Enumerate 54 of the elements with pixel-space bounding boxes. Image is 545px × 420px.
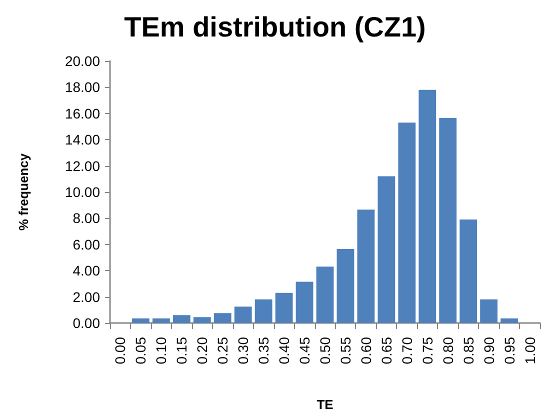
x-tick-label: 0.70 xyxy=(398,336,415,364)
bar xyxy=(398,122,416,323)
x-tick-label: 0.60 xyxy=(358,336,374,364)
y-tick-label: 10.00 xyxy=(64,184,100,200)
bar xyxy=(296,282,314,323)
x-axis-title: TE xyxy=(316,397,334,412)
y-tick-label: 12.00 xyxy=(64,158,100,174)
x-tick-label: 1.00 xyxy=(522,336,538,364)
x-tick-label: 0.90 xyxy=(480,336,497,364)
x-tick-label: 0.40 xyxy=(276,336,292,364)
x-tick-label: 0.05 xyxy=(132,336,149,364)
bar xyxy=(418,90,436,323)
x-tick-label: 0.55 xyxy=(337,336,354,364)
y-tick-label: 8.00 xyxy=(72,210,100,226)
y-tick-label: 20.00 xyxy=(64,53,100,69)
x-tick-label: 0.00 xyxy=(112,336,128,364)
x-tick-label: 0.80 xyxy=(440,336,456,364)
y-tick-label: 16.00 xyxy=(64,105,100,122)
x-tick-label: 0.65 xyxy=(378,336,394,364)
bar xyxy=(214,313,232,323)
bar xyxy=(357,210,375,323)
bar xyxy=(254,299,272,323)
bar xyxy=(336,248,354,323)
x-tick-label: 0.95 xyxy=(501,336,518,364)
y-tick-label: 6.00 xyxy=(72,236,100,252)
bar xyxy=(275,292,293,323)
y-axis-title: % frequency xyxy=(16,152,31,231)
bar xyxy=(132,318,150,323)
y-tick-label: 2.00 xyxy=(72,288,100,305)
x-tick-label: 0.15 xyxy=(174,336,190,364)
bar xyxy=(152,318,170,323)
x-tick-label: 0.85 xyxy=(460,336,476,364)
x-tick-label: 0.20 xyxy=(194,336,210,364)
bar xyxy=(172,315,190,323)
x-tick-label: 0.10 xyxy=(153,336,170,364)
bar xyxy=(460,220,478,323)
x-tick-label: 0.35 xyxy=(256,336,272,364)
bar xyxy=(193,317,211,323)
y-tick-label: 4.00 xyxy=(72,262,100,279)
y-tick-label: 14.00 xyxy=(64,132,100,148)
bar xyxy=(500,318,518,323)
x-tick-label: 0.45 xyxy=(296,336,313,364)
chart-title: TEm distribution (CZ1) xyxy=(124,12,426,42)
bar xyxy=(316,266,334,323)
bar xyxy=(234,306,252,323)
bar xyxy=(378,176,396,323)
y-tick-label: 18.00 xyxy=(64,79,100,96)
x-tick-label: 0.50 xyxy=(317,336,333,364)
bar xyxy=(480,299,498,323)
x-tick-label: 0.75 xyxy=(419,336,436,364)
x-tick-label: 0.25 xyxy=(214,336,231,364)
bar xyxy=(439,118,457,323)
x-tick-label: 0.30 xyxy=(235,336,252,364)
y-tick-label: 0.00 xyxy=(72,315,100,331)
